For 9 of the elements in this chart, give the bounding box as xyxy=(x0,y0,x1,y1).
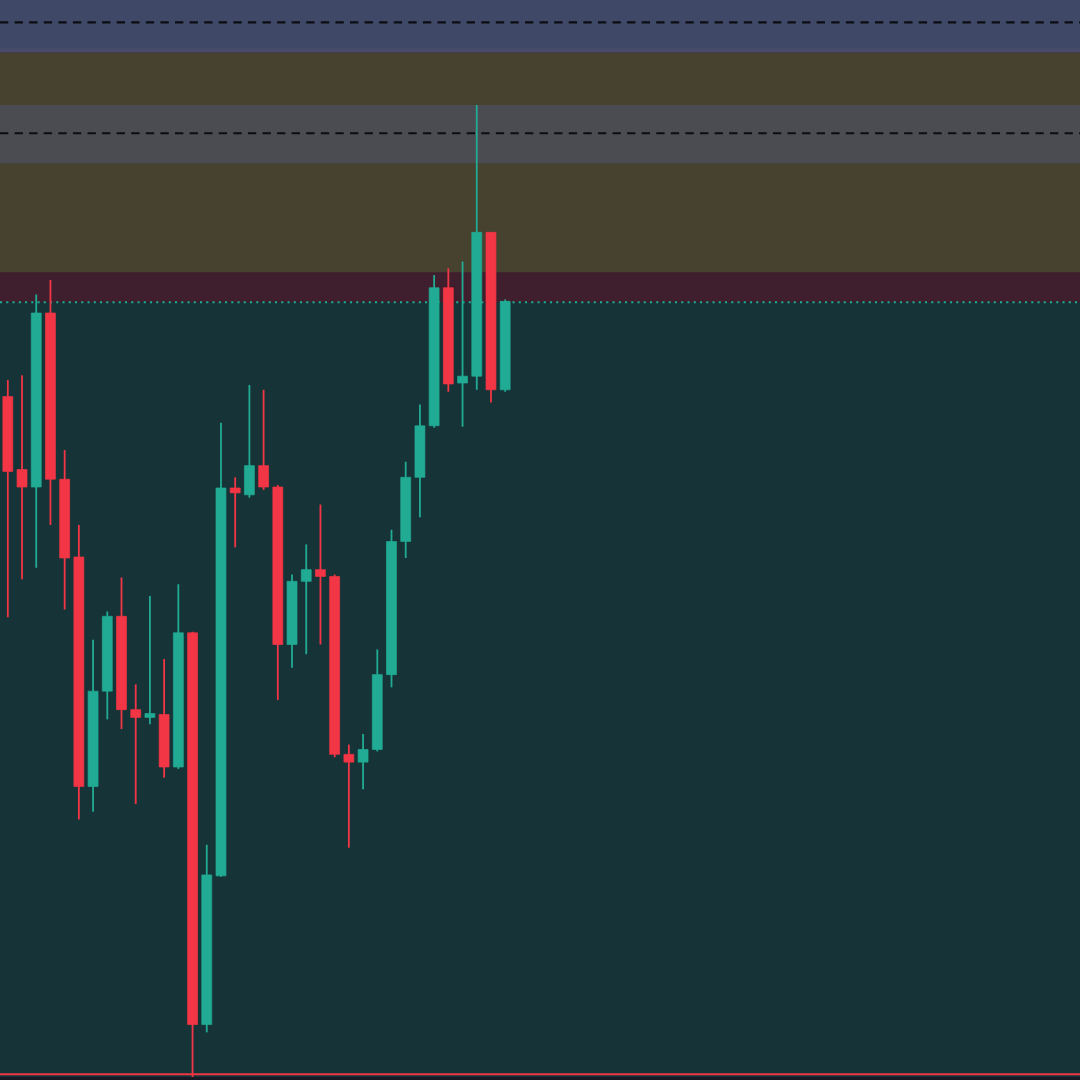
candlestick xyxy=(130,683,142,805)
candlestick xyxy=(343,743,355,849)
candlestick xyxy=(258,388,269,491)
candlestick xyxy=(315,503,326,646)
candlestick xyxy=(357,733,369,791)
candlestick xyxy=(300,543,312,656)
candlestick xyxy=(16,374,28,581)
candlestick xyxy=(144,594,156,726)
candlestick xyxy=(229,476,241,549)
